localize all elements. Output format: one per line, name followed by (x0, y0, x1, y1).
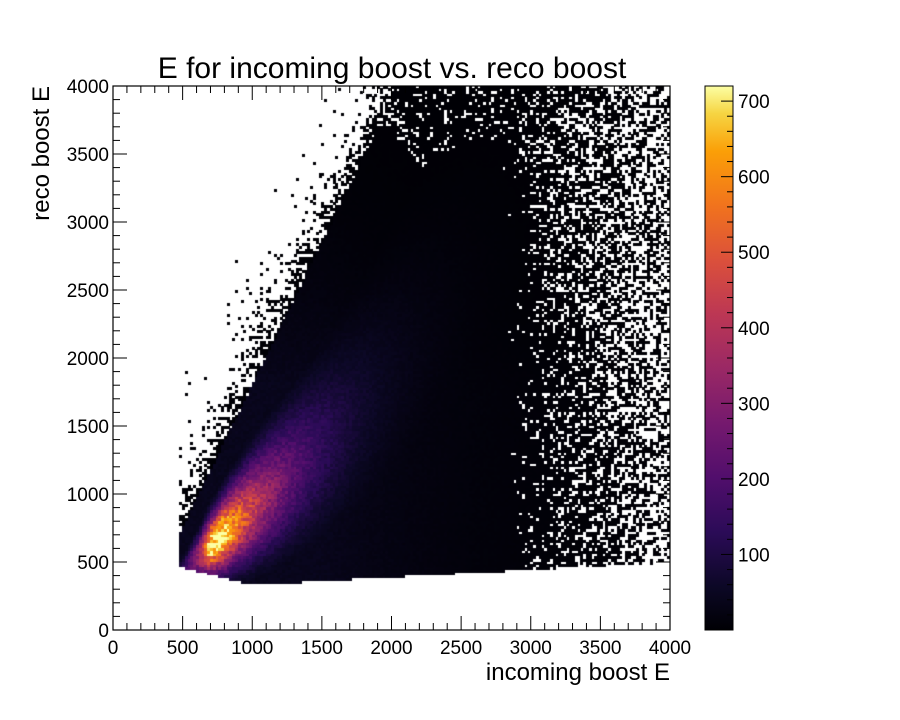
x-tick-label: 1500 (301, 638, 343, 659)
y-tick-label: 500 (77, 553, 109, 574)
y-axis: 0 500 1000 1500 2000 2500 3000 3500 4000 (67, 77, 670, 642)
x-tick-label: 0 (108, 638, 119, 659)
x-tick-label: 3500 (579, 638, 621, 659)
colorbar-tick-label: 100 (738, 545, 770, 566)
y-tick-label: 1000 (67, 485, 109, 506)
y-axis-label: reco boost E (28, 86, 55, 221)
colorbar-tick-label: 600 (738, 168, 770, 189)
y-tick-label: 3500 (67, 145, 109, 166)
x-tick-label: 3000 (510, 638, 552, 659)
colorbar-tick-label: 400 (738, 319, 770, 340)
x-tick-label: 500 (167, 638, 199, 659)
heatmap-bins (113, 86, 670, 630)
colorbar: 100 200 300 400 500 600 700 (704, 85, 770, 631)
x-tick-label: 2000 (370, 638, 412, 659)
y-tick-label: 1500 (67, 417, 109, 438)
x-axis-label: incoming boost E (486, 659, 670, 686)
x-tick-label: 2500 (440, 638, 482, 659)
y-tick-label: 0 (98, 621, 109, 642)
x-tick-label: 1000 (231, 638, 273, 659)
y-tick-label: 4000 (67, 77, 109, 98)
colorbar-tick-label: 300 (738, 394, 770, 415)
chart-title: E for incoming boost vs. reco boost (158, 52, 627, 85)
y-tick-label: 3000 (67, 213, 109, 234)
x-axis: 0 500 1000 1500 2000 2500 3000 3500 4000 (108, 86, 691, 659)
colorbar-tick-label: 500 (738, 243, 770, 264)
y-tick-label: 2000 (67, 349, 109, 370)
colorbar-ticks: 100 200 300 400 500 600 700 (721, 92, 770, 616)
y-tick-label: 2500 (67, 281, 109, 302)
colorbar-tick-label: 200 (738, 470, 770, 491)
heatmap-layer (113, 86, 670, 630)
x-tick-label: 4000 (649, 638, 691, 659)
colorbar-tick-label: 700 (738, 92, 770, 113)
